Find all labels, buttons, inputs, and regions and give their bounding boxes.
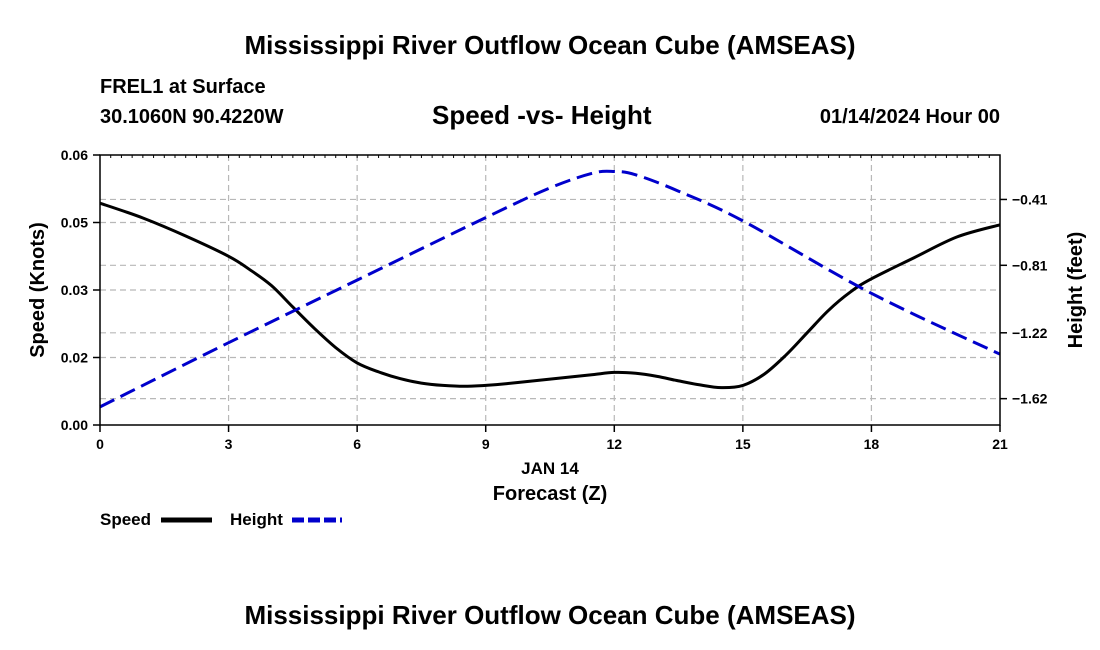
x-tick-label: 0 <box>96 436 104 452</box>
footer-title: Mississippi River Outflow Ocean Cube (AM… <box>244 600 856 630</box>
station-label: FREL1 at Surface <box>100 76 266 98</box>
x-tick-label: 15 <box>735 436 751 452</box>
y2-tick-label: −1.62 <box>1012 391 1048 407</box>
speed-height-chart: 0 3 6 9 12 15 18 21 0.00 0.02 0.03 0.05 0.06 −1.62 −1.… <box>27 147 1087 529</box>
y2-axis-label: Height (feet) <box>1065 232 1087 349</box>
legend-height-label: Height <box>230 510 283 529</box>
chart-subtitle: Speed -vs- Height <box>432 100 652 130</box>
height-series-line <box>99 169 1001 409</box>
y-tick-label: 0.03 <box>61 282 88 298</box>
chart-title: Mississippi River Outflow Ocean Cube (AM… <box>244 30 856 60</box>
forecast-datetime: 01/14/2024 Hour 00 <box>819 106 1000 128</box>
y2-tick-label: −1.22 <box>1012 325 1048 341</box>
station-coordinates: 30.1060N 90.4220W <box>100 106 284 128</box>
x-tick-label: 12 <box>606 436 622 452</box>
y-tick-label: 0.05 <box>61 215 88 231</box>
x-tick-label: 3 <box>225 436 233 452</box>
x-tick-label: 18 <box>864 436 880 452</box>
y2-tick-label: −0.41 <box>1012 191 1048 207</box>
speed-series-line <box>99 201 1001 390</box>
y-tick-label: 0.06 <box>61 147 88 163</box>
x-tick-label: 6 <box>353 436 361 452</box>
y2-tick-label: −0.81 <box>1012 257 1048 273</box>
x-axis-label: Forecast (Z) <box>493 483 607 505</box>
y-axis-label: Speed (Knots) <box>27 222 49 358</box>
x-tick-label: 9 <box>482 436 490 452</box>
x-axis-sublabel: JAN 14 <box>521 459 579 478</box>
x-tick-label: 21 <box>992 436 1008 452</box>
y-tick-label: 0.00 <box>61 417 88 433</box>
y-tick-label: 0.02 <box>61 350 88 366</box>
legend-speed-label: Speed <box>100 510 151 529</box>
